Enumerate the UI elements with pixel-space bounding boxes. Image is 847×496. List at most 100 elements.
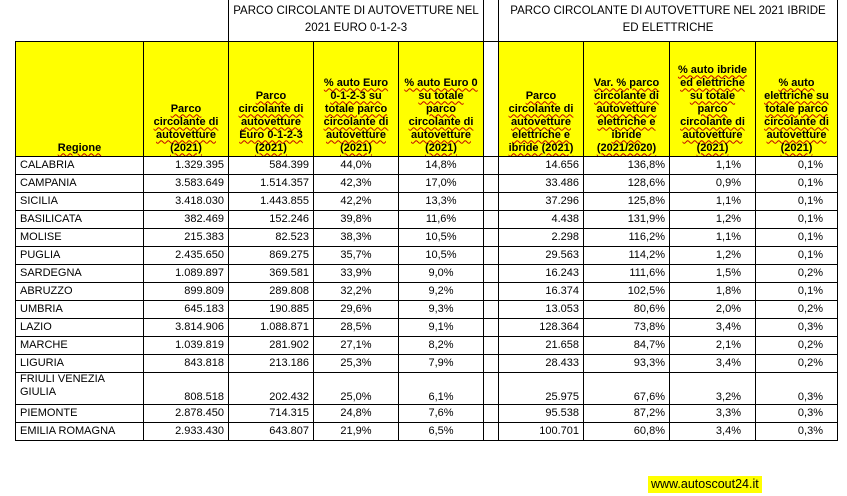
cell-var-pct: 114,2% xyxy=(583,245,670,265)
cell-regione: UMBRIA xyxy=(15,299,144,319)
cell-elettriche-ibride: 16.243 xyxy=(498,263,584,283)
cell-regione: MOLISE xyxy=(15,227,144,247)
cell-regione: PIEMONTE xyxy=(15,403,144,423)
cell-regione: BASILICATA xyxy=(15,209,144,229)
cell-pct-euro0: 17,0% xyxy=(398,173,484,193)
cell-euro0123: 1.443.855 xyxy=(228,191,314,211)
cell-pct-ibride-elettriche: 1,2% xyxy=(669,245,756,265)
cell-pct-ibride-elettriche: 1,5% xyxy=(669,263,756,283)
cell-pct-euro0123: 21,9% xyxy=(313,421,399,441)
cell-euro0123: 82.523 xyxy=(228,227,314,247)
cell-regione: CAMPANIA xyxy=(15,173,144,193)
cell-regione: PUGLIA xyxy=(15,245,144,265)
cell-pct-ibride-elettriche: 3,2% xyxy=(669,371,756,405)
cell-var-pct: 67,6% xyxy=(583,371,670,405)
cell-parco: 899.809 xyxy=(143,281,229,301)
spacer-col xyxy=(483,191,499,211)
cell-parco: 1.039.819 xyxy=(143,335,229,355)
table-row: PIEMONTE 2.878.450 714.315 24,8% 7,6% 95… xyxy=(15,403,838,423)
cell-euro0123: 281.902 xyxy=(228,335,314,355)
cell-regione: LIGURIA xyxy=(15,353,144,373)
cell-var-pct: 131,9% xyxy=(583,209,670,229)
spacer-col xyxy=(483,371,499,405)
cell-pct-ibride-elettriche: 3,4% xyxy=(669,317,756,337)
cell-pct-euro0: 9,1% xyxy=(398,317,484,337)
table-row: EMILIA ROMAGNA 2.933.430 643.807 21,9% 6… xyxy=(15,421,838,441)
cell-parco: 215.383 xyxy=(143,227,229,247)
spacer-col xyxy=(483,299,499,319)
cell-var-pct: 111,6% xyxy=(583,263,670,283)
cell-pct-elettriche: 0,3% xyxy=(755,421,838,441)
spacer-col xyxy=(483,40,499,157)
cell-pct-euro0123: 38,3% xyxy=(313,227,399,247)
cell-var-pct: 73,8% xyxy=(583,317,670,337)
header-pct-euro0123: % auto Euro 0-1-2-3 su totale parco circ… xyxy=(313,40,399,157)
cell-regione: ABRUZZO xyxy=(15,281,144,301)
cell-elettriche-ibride: 29.563 xyxy=(498,245,584,265)
source-link[interactable]: www.autoscout24.it xyxy=(648,476,762,493)
cell-var-pct: 102,5% xyxy=(583,281,670,301)
table-row: PUGLIA 2.435.650 869.275 35,7% 10,5% 29.… xyxy=(15,245,838,265)
cell-euro0123: 584.399 xyxy=(228,155,314,175)
spacer-col xyxy=(483,0,499,42)
table-row: LIGURIA 843.818 213.186 25,3% 7,9% 28.43… xyxy=(15,353,838,373)
cell-pct-ibride-elettriche: 1,8% xyxy=(669,281,756,301)
cell-pct-euro0123: 44,0% xyxy=(313,155,399,175)
cell-pct-ibride-elettriche: 1,1% xyxy=(669,227,756,247)
cell-pct-ibride-elettriche: 3,4% xyxy=(669,421,756,441)
cell-euro0123: 202.432 xyxy=(228,371,314,405)
cell-pct-euro0: 11,6% xyxy=(398,209,484,229)
cell-parco: 2.933.430 xyxy=(143,421,229,441)
cell-regione: SARDEGNA xyxy=(15,263,144,283)
spacer-col xyxy=(483,263,499,283)
cell-elettriche-ibride: 16.374 xyxy=(498,281,584,301)
cell-pct-euro0123: 28,5% xyxy=(313,317,399,337)
cell-euro0123: 714.315 xyxy=(228,403,314,423)
header-euro0123: Parco circolante di autovetture Euro 0-1… xyxy=(228,40,314,157)
cell-parco: 1.329.395 xyxy=(143,155,229,175)
data-table: PARCO CIRCOLANTE DI AUTOVETTURE NEL 2021… xyxy=(15,0,838,441)
spacer-col xyxy=(483,155,499,175)
table-row: FRIULI VENEZIA GIULIA 808.518 202.432 25… xyxy=(15,371,838,405)
cell-euro0123: 643.807 xyxy=(228,421,314,441)
cell-pct-euro0123: 33,9% xyxy=(313,263,399,283)
cell-pct-ibride-elettriche: 2,1% xyxy=(669,335,756,355)
cell-pct-elettriche: 0,1% xyxy=(755,281,838,301)
cell-pct-euro0123: 35,7% xyxy=(313,245,399,265)
header-regione: Regione xyxy=(15,40,144,157)
header-var-pct: Var. % parco circolante di autovetture e… xyxy=(583,40,670,157)
cell-pct-ibride-elettriche: 1,1% xyxy=(669,191,756,211)
cell-pct-euro0123: 42,3% xyxy=(313,173,399,193)
cell-pct-euro0: 9,2% xyxy=(398,281,484,301)
cell-euro0123: 190.885 xyxy=(228,299,314,319)
group-title-ibride: PARCO CIRCOLANTE DI AUTOVETTURE NEL 2021… xyxy=(498,0,838,42)
group-title-euro: PARCO CIRCOLANTE DI AUTOVETTURE NEL 2021… xyxy=(228,0,484,42)
table-row: CAMPANIA 3.583.649 1.514.357 42,3% 17,0%… xyxy=(15,173,838,193)
cell-parco: 3.583.649 xyxy=(143,173,229,193)
table-row: UMBRIA 645.183 190.885 29,6% 9,3% 13.053… xyxy=(15,299,838,319)
cell-pct-elettriche: 0,2% xyxy=(755,299,838,319)
spacer-col xyxy=(483,353,499,373)
spacer-col xyxy=(483,335,499,355)
cell-regione: LAZIO xyxy=(15,317,144,337)
cell-pct-euro0123: 29,6% xyxy=(313,299,399,319)
cell-regione: CALABRIA xyxy=(15,155,144,175)
cell-elettriche-ibride: 128.364 xyxy=(498,317,584,337)
cell-elettriche-ibride: 2.298 xyxy=(498,227,584,247)
cell-elettriche-ibride: 28.433 xyxy=(498,353,584,373)
spacer-col xyxy=(483,227,499,247)
cell-parco: 1.089.897 xyxy=(143,263,229,283)
cell-euro0123: 289.808 xyxy=(228,281,314,301)
cell-parco: 645.183 xyxy=(143,299,229,319)
cell-euro0123: 213.186 xyxy=(228,353,314,373)
cell-euro0123: 1.088.871 xyxy=(228,317,314,337)
cell-elettriche-ibride: 25.975 xyxy=(498,371,584,405)
cell-pct-elettriche: 0,3% xyxy=(755,317,838,337)
cell-pct-ibride-elettriche: 3,3% xyxy=(669,403,756,423)
cell-pct-euro0: 9,0% xyxy=(398,263,484,283)
cell-pct-elettriche: 0,2% xyxy=(755,263,838,283)
cell-var-pct: 136,8% xyxy=(583,155,670,175)
blank-corner xyxy=(16,0,229,41)
cell-pct-elettriche: 0,1% xyxy=(755,209,838,229)
cell-parco: 382.469 xyxy=(143,209,229,229)
